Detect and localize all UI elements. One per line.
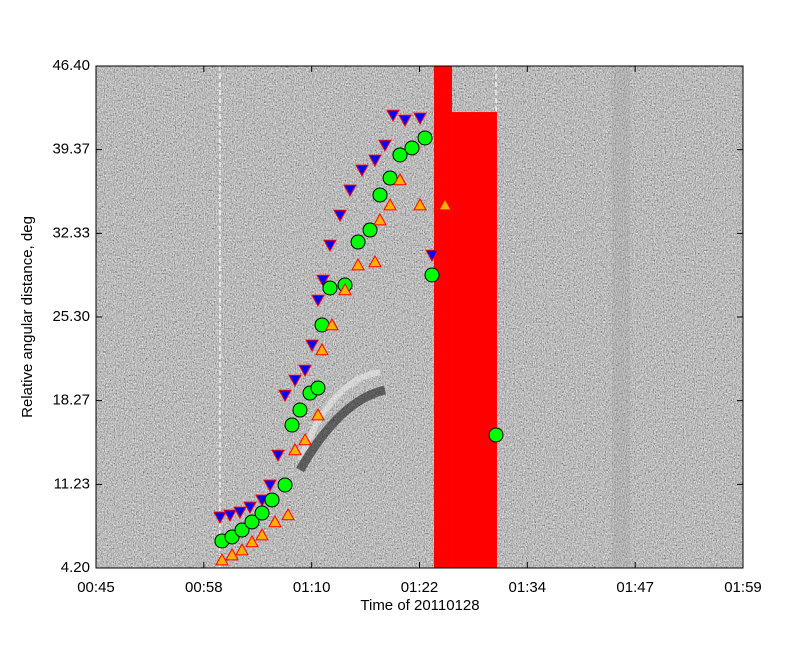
- x-tick-label: 01:10: [293, 579, 331, 596]
- y-tick-label: 46.40: [52, 57, 90, 74]
- marker: [263, 479, 277, 492]
- marker: [244, 514, 260, 530]
- marker: [292, 402, 308, 418]
- marker: [255, 528, 269, 541]
- marker: [413, 198, 427, 211]
- x-tick-label: 00:58: [185, 579, 223, 596]
- marker: [417, 130, 433, 146]
- marker: [235, 543, 249, 556]
- marker: [264, 492, 280, 508]
- marker: [281, 507, 295, 521]
- marker: [404, 140, 420, 156]
- y-tick-label: 11.23: [54, 475, 90, 492]
- red-bar: [434, 66, 453, 568]
- red-bar: [452, 112, 497, 568]
- marker: [351, 257, 365, 271]
- marker: [233, 506, 247, 520]
- marker: [325, 317, 339, 331]
- marker: [378, 139, 392, 153]
- marker: [413, 112, 427, 126]
- marker: [383, 198, 397, 211]
- x-tick-label: 01:22: [401, 579, 439, 596]
- x-tick-label: 00:45: [77, 579, 115, 596]
- marker: [393, 172, 407, 186]
- marker: [323, 239, 337, 253]
- marker: [268, 514, 282, 528]
- marker: [243, 501, 257, 515]
- marks-layer: [213, 66, 504, 568]
- marker: [311, 294, 325, 308]
- y-tick-label: 39.37: [52, 141, 90, 158]
- marker: [284, 417, 300, 433]
- y-tick-label: 32.33: [52, 224, 90, 241]
- marker: [343, 184, 357, 197]
- x-tick-label: 01:59: [724, 579, 762, 596]
- marker: [398, 114, 412, 128]
- marker: [355, 164, 369, 177]
- marker: [333, 209, 347, 223]
- marker: [278, 389, 292, 403]
- marker: [338, 282, 352, 296]
- stripe: [612, 66, 630, 568]
- marker: [213, 511, 227, 524]
- y-tick-label: 4.20: [61, 559, 90, 576]
- marker: [271, 449, 285, 463]
- marker: [316, 274, 330, 288]
- dark-front: [296, 385, 387, 473]
- marker: [438, 198, 452, 211]
- marker: [373, 213, 387, 226]
- marker: [362, 222, 378, 238]
- marker: [277, 477, 293, 493]
- x-tick-label: 01:34: [509, 579, 547, 596]
- marker: [298, 432, 312, 446]
- marker: [215, 553, 229, 566]
- y-axis-label: Relative angular distance, deg: [19, 216, 36, 418]
- marker: [382, 170, 398, 186]
- marker: [425, 249, 439, 263]
- marker: [245, 534, 259, 548]
- y-tick-label: 25.30: [52, 308, 90, 325]
- x-tick-label: 01:47: [616, 579, 654, 596]
- x-axis-label: Time of 20110128: [360, 597, 479, 614]
- marker: [350, 234, 366, 250]
- marker: [305, 339, 319, 352]
- marker: [322, 280, 338, 296]
- marker: [225, 548, 239, 561]
- marker: [488, 427, 504, 443]
- noise-image: [96, 66, 743, 568]
- marker: [223, 509, 237, 522]
- marker: [372, 187, 388, 203]
- marker: [424, 267, 440, 283]
- marker: [315, 342, 329, 356]
- marker: [254, 505, 270, 521]
- y-tick-label: 18.27: [52, 392, 90, 409]
- marker: [288, 374, 302, 388]
- marker: [234, 522, 250, 538]
- marker: [310, 380, 326, 396]
- marker: [386, 109, 400, 123]
- marker: [288, 442, 302, 456]
- marker: [392, 147, 408, 163]
- marker: [368, 154, 382, 168]
- marker: [298, 364, 312, 378]
- marker: [368, 254, 382, 268]
- marker: [311, 407, 325, 421]
